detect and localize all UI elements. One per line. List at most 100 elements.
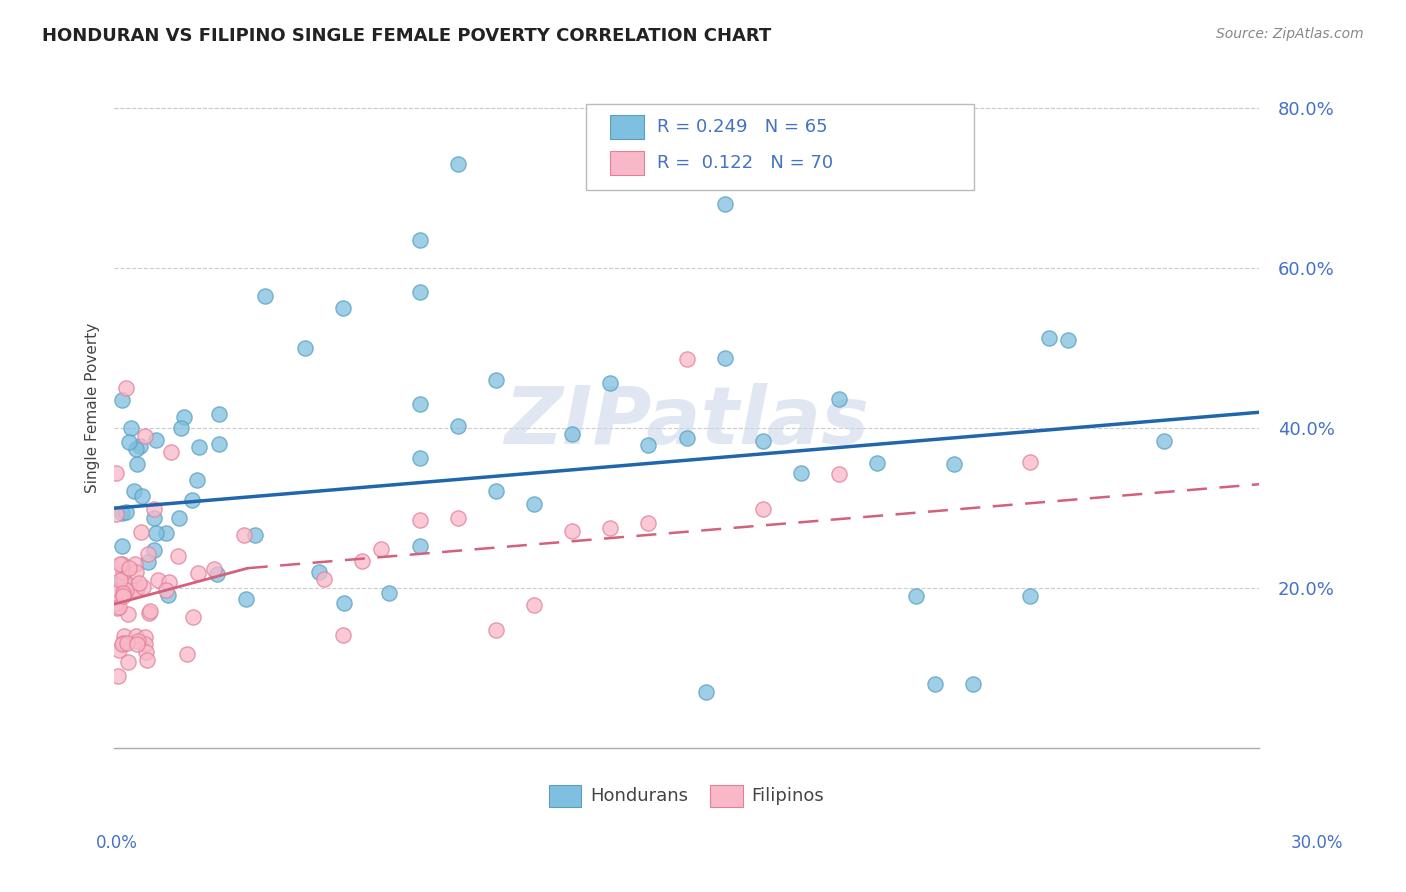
Point	[127, 633, 149, 648]
Legend: Hondurans, Filipinos: Hondurans, Filipinos	[541, 777, 831, 814]
Point	[637, 438, 659, 452]
Point	[1038, 331, 1060, 345]
Point	[485, 373, 508, 387]
Point	[128, 439, 150, 453]
Point	[924, 677, 946, 691]
Point	[111, 506, 134, 520]
Point	[142, 542, 165, 557]
Point	[523, 497, 546, 511]
Point	[561, 426, 583, 441]
Point	[105, 586, 128, 600]
Text: HONDURAN VS FILIPINO SINGLE FEMALE POVERTY CORRELATION CHART: HONDURAN VS FILIPINO SINGLE FEMALE POVER…	[42, 27, 772, 45]
Point	[160, 445, 183, 459]
Point	[1019, 589, 1042, 603]
Point	[128, 576, 150, 591]
Point	[112, 586, 135, 600]
Point	[408, 451, 430, 466]
Point	[105, 467, 128, 481]
Point	[176, 647, 198, 661]
Point	[111, 635, 134, 649]
Point	[111, 589, 134, 603]
Point	[111, 565, 134, 579]
Point	[208, 407, 231, 421]
Point	[202, 561, 225, 575]
Point	[112, 629, 135, 643]
Point	[332, 301, 354, 316]
Point	[235, 592, 257, 607]
Point	[962, 677, 984, 691]
Point	[232, 528, 254, 542]
Point	[408, 233, 430, 247]
Point	[828, 392, 851, 406]
Point	[904, 589, 927, 603]
Point	[131, 524, 153, 539]
Point	[485, 484, 508, 499]
Point	[145, 434, 167, 448]
Point	[599, 520, 621, 534]
Point	[127, 458, 149, 472]
Point	[1057, 334, 1080, 348]
Point	[188, 440, 211, 454]
Point	[124, 558, 146, 572]
Point	[114, 381, 136, 395]
Point	[752, 501, 775, 516]
Point	[714, 197, 737, 211]
Text: 0.0%: 0.0%	[96, 834, 138, 852]
Point	[637, 516, 659, 531]
Point	[408, 513, 430, 527]
Point	[155, 583, 177, 598]
Point	[107, 669, 129, 683]
Point	[114, 579, 136, 593]
Point	[125, 582, 148, 597]
Point	[208, 436, 231, 450]
Point	[173, 410, 195, 425]
Point	[115, 636, 138, 650]
Point	[138, 555, 160, 569]
Point	[1153, 434, 1175, 449]
Text: R = 0.249   N = 65: R = 0.249 N = 65	[657, 118, 827, 136]
Point	[1019, 455, 1042, 469]
Point	[408, 285, 430, 300]
Point	[118, 561, 141, 575]
Y-axis label: Single Female Poverty: Single Female Poverty	[86, 323, 100, 493]
Point	[134, 429, 156, 443]
Text: Source: ZipAtlas.com: Source: ZipAtlas.com	[1216, 27, 1364, 41]
Point	[752, 434, 775, 449]
Point	[142, 510, 165, 524]
Point	[105, 596, 128, 610]
Point	[110, 557, 132, 571]
Point	[205, 567, 228, 582]
Text: R =  0.122   N = 70: R = 0.122 N = 70	[657, 154, 832, 172]
Point	[145, 526, 167, 541]
Point	[111, 539, 134, 553]
Point	[167, 549, 190, 564]
Point	[314, 573, 336, 587]
Point	[112, 574, 135, 588]
Point	[122, 483, 145, 498]
Point	[187, 566, 209, 580]
Point	[136, 653, 159, 667]
Point	[408, 539, 430, 553]
Point	[118, 434, 141, 449]
Text: 30.0%: 30.0%	[1291, 834, 1343, 852]
Point	[111, 392, 134, 407]
Point	[115, 505, 138, 519]
Point	[124, 629, 146, 643]
Point	[115, 582, 138, 597]
Point	[378, 586, 401, 600]
Point	[294, 341, 316, 355]
Point	[523, 598, 546, 612]
Point	[485, 624, 508, 638]
Point	[181, 610, 204, 624]
Point	[253, 288, 276, 302]
Point	[143, 502, 166, 516]
Point	[561, 524, 583, 539]
Point	[599, 376, 621, 391]
Point	[124, 582, 146, 597]
Point	[120, 420, 142, 434]
Point	[117, 655, 139, 669]
Point	[155, 526, 177, 541]
Point	[131, 489, 153, 503]
Point	[308, 566, 330, 580]
Point	[828, 467, 851, 481]
